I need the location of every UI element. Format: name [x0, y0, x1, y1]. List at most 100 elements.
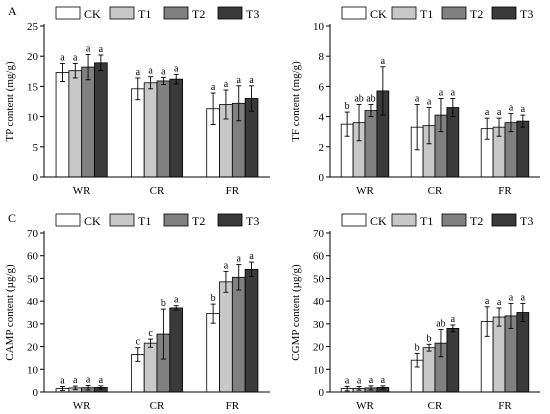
- significance-letter: b: [211, 293, 216, 304]
- significance-letter: a: [369, 375, 374, 386]
- legend-swatch: [391, 213, 417, 227]
- bar: [231, 276, 246, 393]
- significance-letter: a: [99, 375, 104, 386]
- significance-letter: a: [509, 292, 514, 303]
- legend-swatch: [341, 6, 367, 20]
- y-tick-label: 30: [313, 319, 325, 331]
- y-tick-label: 10: [27, 364, 39, 376]
- bar: [156, 80, 171, 178]
- bar: [446, 107, 460, 178]
- significance-letter: a: [497, 297, 502, 308]
- x-tick-label: FR: [498, 400, 512, 412]
- legend-label: T3: [520, 7, 533, 21]
- y-tick-label: 0: [319, 172, 325, 184]
- y-tick-label: 8: [319, 51, 325, 63]
- significance-letter: a: [174, 63, 179, 74]
- significance-letter: a: [73, 375, 78, 386]
- significance-letter: a: [381, 375, 386, 386]
- significance-letter: c: [148, 328, 153, 339]
- bar: [446, 327, 460, 393]
- x-tick-label: CR: [150, 400, 165, 412]
- x-tick-label: WR: [356, 400, 374, 412]
- bar: [422, 347, 436, 393]
- legend-swatch: [441, 6, 467, 20]
- bar: [81, 66, 95, 178]
- y-tick-label: 15: [27, 81, 39, 93]
- significance-letter: a: [224, 260, 229, 271]
- y-tick-label: 50: [27, 273, 39, 285]
- y-tick-label: 40: [313, 296, 325, 308]
- legend-swatch: [217, 213, 243, 227]
- legend-swatch: [391, 6, 417, 20]
- panel-B: BTF content (mg/g)0246810bababaWRaaaaCRa…: [290, 4, 540, 197]
- legend-swatch: [491, 6, 517, 20]
- x-tick-label: FR: [498, 185, 512, 197]
- legend-label: T3: [246, 7, 259, 21]
- significance-letter: c: [136, 337, 141, 348]
- y-tick-label: 40: [27, 296, 39, 308]
- x-tick-label: WR: [73, 400, 91, 412]
- significance-letter: a: [237, 75, 242, 86]
- significance-letter: a: [427, 97, 432, 108]
- legend-label: T1: [420, 7, 433, 21]
- y-tick-label: 4: [319, 112, 325, 124]
- y-tick-label: 20: [27, 51, 39, 63]
- legend-swatch: [217, 6, 243, 20]
- panel-label: A: [8, 4, 17, 18]
- significance-letter: a: [451, 314, 456, 325]
- legend-label: T1: [138, 214, 151, 228]
- significance-letter: a: [174, 295, 179, 306]
- y-tick-label: 0: [33, 387, 39, 399]
- significance-letter: a: [60, 376, 65, 387]
- y-tick-label: 60: [313, 251, 325, 263]
- legend-label: CK: [84, 214, 101, 228]
- x-tick-label: CR: [150, 185, 165, 197]
- y-axis-label: CGMP content (µg/g): [290, 264, 302, 361]
- legend-label: CK: [84, 7, 101, 21]
- legend-label: T3: [246, 214, 259, 228]
- significance-letter: a: [86, 374, 91, 385]
- x-tick-label: WR: [356, 185, 374, 197]
- significance-letter: a: [99, 44, 104, 55]
- bar: [364, 110, 378, 178]
- legend-label: T1: [138, 7, 151, 21]
- significance-letter: b: [427, 333, 432, 344]
- significance-letter: a: [60, 52, 65, 63]
- y-tick-label: 25: [27, 21, 39, 33]
- y-tick-label: 10: [27, 112, 39, 124]
- y-tick-label: 0: [33, 172, 39, 184]
- significance-letter: a: [224, 79, 229, 90]
- legend-swatch: [109, 6, 135, 20]
- significance-letter: a: [497, 107, 502, 118]
- significance-letter: a: [148, 66, 153, 77]
- significance-letter: a: [381, 56, 386, 67]
- legend-label: T2: [470, 214, 483, 228]
- y-tick-label: 70: [313, 228, 325, 240]
- significance-letter: ab: [366, 94, 375, 105]
- legend-swatch: [163, 6, 189, 20]
- significance-letter: a: [521, 104, 526, 115]
- y-tick-label: 20: [27, 342, 39, 354]
- bar: [169, 78, 184, 178]
- y-tick-label: 20: [313, 342, 325, 354]
- y-tick-label: 0: [319, 387, 325, 399]
- y-tick-label: 50: [313, 273, 325, 285]
- y-tick-label: 10: [313, 364, 325, 376]
- significance-letter: b: [345, 101, 350, 112]
- legend-label: CK: [370, 7, 387, 21]
- legend-swatch: [441, 213, 467, 227]
- x-tick-label: CR: [428, 400, 443, 412]
- significance-letter: a: [345, 375, 350, 386]
- significance-letter: a: [136, 67, 141, 78]
- y-tick-label: 70: [27, 228, 39, 240]
- significance-letter: a: [485, 296, 490, 307]
- bar: [94, 62, 108, 178]
- x-tick-label: WR: [73, 185, 91, 197]
- bar: [68, 70, 83, 178]
- significance-letter: a: [161, 66, 166, 77]
- significance-letter: a: [451, 87, 456, 98]
- legend-label: T3: [520, 214, 533, 228]
- significance-letter: a: [357, 376, 362, 387]
